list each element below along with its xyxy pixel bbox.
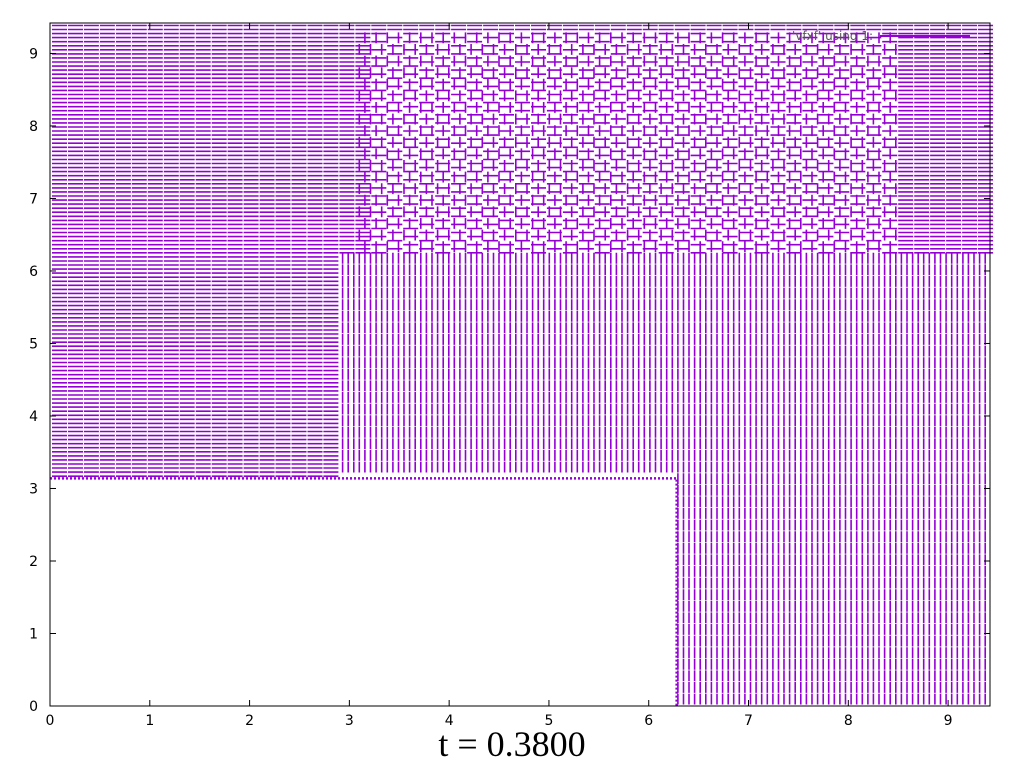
x-tick-label-9: 9	[944, 713, 953, 729]
y-tick-label-0: 0	[29, 699, 38, 715]
x-tick-label-1: 1	[145, 713, 154, 729]
vertical-vectors	[341, 32, 986, 705]
x-tick-label-0: 0	[46, 713, 55, 729]
x-tick-label-2: 2	[245, 713, 254, 729]
y-tick-label-9: 9	[29, 46, 38, 62]
x-tick-label-8: 8	[844, 713, 853, 729]
y-tick-label-6: 6	[29, 264, 38, 280]
y-tick-label-3: 3	[29, 481, 38, 497]
y-tick-label-8: 8	[29, 119, 38, 135]
obstacle-boundary	[50, 477, 678, 706]
legend: 'vfxf' using 1:	[792, 29, 970, 43]
plot-frame	[49, 22, 991, 707]
y-tick-label-2: 2	[29, 554, 38, 570]
axes	[49, 22, 991, 707]
x-tick-label-3: 3	[345, 713, 354, 729]
x-tick-label-7: 7	[744, 713, 753, 729]
obstacle-region	[51, 480, 675, 706]
vector-field-layer	[50, 24, 993, 706]
legend-label: 'vfxf' using 1:	[792, 29, 873, 43]
axis-ticks: 0 1 2 3 4 5 6 7 8 9 0 1 2 3 4 5 6 7 8 9	[29, 23, 990, 729]
time-caption: t = 0.3800	[438, 724, 586, 764]
y-tick-label-1: 1	[29, 626, 38, 642]
y-tick-label-7: 7	[29, 191, 38, 207]
y-tick-label-4: 4	[29, 409, 38, 425]
horizontal-vectors	[52, 24, 993, 477]
y-tick-label-5: 5	[29, 336, 38, 352]
x-tick-label-4: 4	[445, 713, 454, 729]
x-tick-label-5: 5	[544, 713, 553, 729]
x-tick-label-6: 6	[644, 713, 653, 729]
